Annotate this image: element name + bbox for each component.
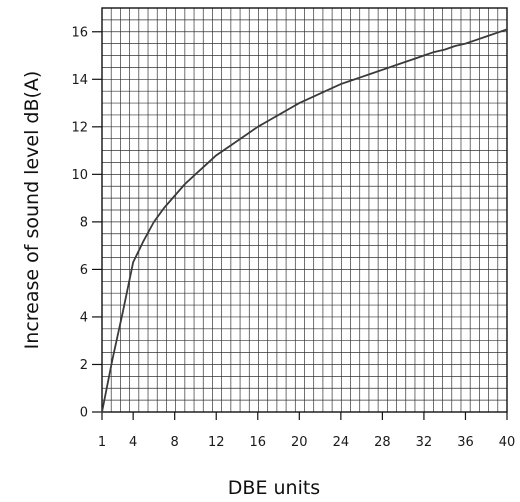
x-tick-label: 12 (208, 435, 225, 450)
series-layer (101, 28, 508, 413)
y-tick-label: 14 (71, 73, 88, 88)
series-line (101, 28, 508, 413)
y-tick-label: 6 (80, 263, 88, 278)
x-tick-label: 4 (129, 435, 137, 450)
x-tick-label: 1 (98, 435, 106, 450)
x-tick-label: 36 (457, 435, 474, 450)
grid (101, 7, 508, 413)
x-tick-label: 20 (291, 435, 308, 450)
x-tick-label: 28 (374, 435, 391, 450)
y-tick-label: 0 (80, 406, 88, 421)
x-tick-label: 40 (499, 435, 516, 450)
x-tick-label: 8 (171, 435, 179, 450)
x-tick-label: 24 (333, 435, 350, 450)
y-tick-label: 8 (80, 215, 88, 230)
x-axis-title: DBE units (228, 477, 320, 499)
axes (92, 7, 508, 420)
y-tick-label: 12 (71, 120, 88, 135)
y-tick-label: 4 (80, 310, 88, 325)
y-tick-label: 2 (80, 358, 88, 373)
x-tick-label: 16 (249, 435, 266, 450)
plot-frame (101, 7, 508, 413)
x-tick-label: 32 (416, 435, 433, 450)
y-tick-label: 16 (71, 25, 88, 40)
y-tick-label: 10 (71, 168, 88, 183)
y-axis-title: Increase of sound level dB(A) (21, 71, 43, 350)
